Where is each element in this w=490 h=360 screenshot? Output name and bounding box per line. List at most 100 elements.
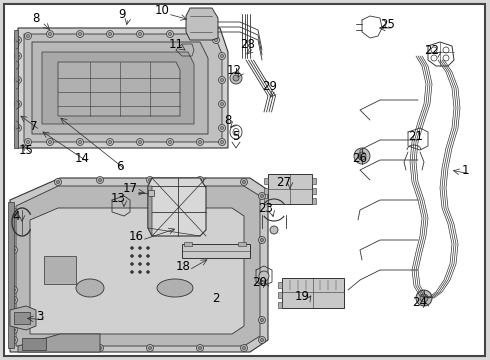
Circle shape xyxy=(15,125,22,131)
Circle shape xyxy=(261,238,264,242)
Text: 14: 14 xyxy=(74,152,90,165)
Circle shape xyxy=(198,140,201,144)
Bar xyxy=(278,302,282,308)
Circle shape xyxy=(259,193,266,199)
Circle shape xyxy=(259,237,266,243)
Bar xyxy=(182,244,250,258)
Circle shape xyxy=(230,72,242,84)
Text: 8: 8 xyxy=(224,113,232,126)
Circle shape xyxy=(10,337,18,343)
Circle shape xyxy=(108,140,112,144)
Circle shape xyxy=(220,140,223,144)
Bar xyxy=(44,256,76,284)
Circle shape xyxy=(15,77,22,84)
Circle shape xyxy=(169,32,171,36)
Text: 8: 8 xyxy=(32,12,40,24)
Bar xyxy=(264,178,268,184)
Polygon shape xyxy=(14,30,18,148)
Circle shape xyxy=(196,176,203,184)
Circle shape xyxy=(233,75,239,81)
Circle shape xyxy=(147,262,149,266)
Polygon shape xyxy=(24,34,222,142)
Circle shape xyxy=(49,32,51,36)
Circle shape xyxy=(139,255,142,257)
Bar xyxy=(282,278,344,308)
Bar xyxy=(278,292,282,298)
Circle shape xyxy=(106,31,114,37)
Circle shape xyxy=(213,36,220,44)
Circle shape xyxy=(78,32,81,36)
Circle shape xyxy=(17,78,20,81)
Text: 15: 15 xyxy=(19,144,33,157)
Circle shape xyxy=(137,139,144,145)
Polygon shape xyxy=(10,306,36,330)
Circle shape xyxy=(259,271,269,281)
Circle shape xyxy=(259,276,266,284)
Text: 2: 2 xyxy=(212,292,220,305)
Circle shape xyxy=(10,297,18,303)
Circle shape xyxy=(13,298,16,302)
Circle shape xyxy=(196,345,203,351)
Circle shape xyxy=(148,179,151,181)
Circle shape xyxy=(130,270,133,274)
Bar xyxy=(264,198,268,204)
Circle shape xyxy=(17,103,20,105)
Text: 11: 11 xyxy=(169,37,183,50)
Ellipse shape xyxy=(157,279,193,297)
Circle shape xyxy=(76,139,83,145)
Bar xyxy=(264,188,268,194)
Text: 28: 28 xyxy=(241,37,255,50)
Circle shape xyxy=(270,226,278,234)
Circle shape xyxy=(219,53,225,59)
Circle shape xyxy=(169,140,171,144)
Circle shape xyxy=(13,328,16,332)
Circle shape xyxy=(97,176,103,184)
Circle shape xyxy=(139,247,142,249)
Circle shape xyxy=(416,290,432,306)
Circle shape xyxy=(420,294,428,302)
Polygon shape xyxy=(42,52,194,124)
Polygon shape xyxy=(18,334,100,352)
Text: 4: 4 xyxy=(12,210,20,222)
Circle shape xyxy=(261,319,264,321)
Text: 16: 16 xyxy=(128,230,144,243)
Circle shape xyxy=(26,140,29,144)
Circle shape xyxy=(220,54,223,58)
Circle shape xyxy=(261,338,264,342)
Text: 3: 3 xyxy=(36,310,44,323)
Text: 7: 7 xyxy=(30,120,38,132)
Circle shape xyxy=(167,139,173,145)
Circle shape xyxy=(54,179,62,185)
Circle shape xyxy=(215,39,218,41)
Text: 12: 12 xyxy=(226,63,242,77)
Text: 20: 20 xyxy=(252,275,268,288)
Polygon shape xyxy=(58,62,180,116)
Circle shape xyxy=(219,139,225,145)
Circle shape xyxy=(243,180,245,184)
Circle shape xyxy=(76,31,83,37)
Ellipse shape xyxy=(76,279,104,297)
Circle shape xyxy=(49,140,51,144)
Circle shape xyxy=(196,139,203,145)
Circle shape xyxy=(219,125,225,131)
Text: 23: 23 xyxy=(259,202,273,215)
Circle shape xyxy=(148,346,151,350)
Circle shape xyxy=(10,247,18,253)
Circle shape xyxy=(241,345,247,351)
Circle shape xyxy=(261,194,264,198)
Circle shape xyxy=(358,152,366,160)
Circle shape xyxy=(17,39,20,41)
Text: 10: 10 xyxy=(154,4,170,17)
Circle shape xyxy=(47,139,53,145)
Circle shape xyxy=(98,346,101,350)
Bar xyxy=(278,282,282,288)
Circle shape xyxy=(47,31,53,37)
Polygon shape xyxy=(186,8,218,40)
Circle shape xyxy=(219,77,225,84)
Circle shape xyxy=(167,31,173,37)
Text: 24: 24 xyxy=(413,296,427,309)
Polygon shape xyxy=(32,42,208,134)
Polygon shape xyxy=(16,186,260,346)
Circle shape xyxy=(24,32,31,40)
Polygon shape xyxy=(18,28,228,148)
